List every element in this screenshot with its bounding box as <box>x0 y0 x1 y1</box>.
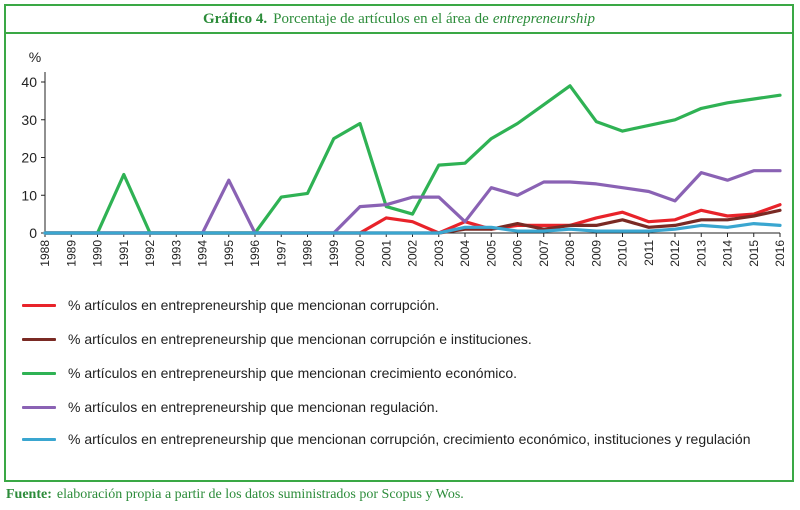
legend-item-2: % artículos en entrepreneurship que menc… <box>22 330 532 349</box>
x-tick-label: 2016 <box>773 240 787 267</box>
legend-item-3: % artículos en entrepreneurship que menc… <box>22 364 517 383</box>
x-tick-label: 2015 <box>747 240 761 267</box>
series-line-4 <box>43 169 782 235</box>
x-tick-label: 2008 <box>563 240 577 267</box>
x-tick-label: 1988 <box>38 240 52 267</box>
legend-swatch <box>22 304 56 307</box>
x-tick-label: 2011 <box>642 240 656 266</box>
y-tick-label: 10 <box>21 187 37 203</box>
chart-header: Gráfico 4. Porcentaje de artículos en el… <box>6 6 792 34</box>
x-tick-label: 2002 <box>406 240 420 267</box>
x-tick-label: 2000 <box>353 240 367 267</box>
source-text: elaboración propia a partir de los datos… <box>56 487 464 502</box>
source-label: Fuente: <box>6 487 52 502</box>
legend-swatch <box>22 372 56 375</box>
series-line-3 <box>43 84 782 235</box>
x-tick-label: 1997 <box>274 240 288 267</box>
x-tick-label: 1993 <box>169 240 183 267</box>
y-tick-label: 0 <box>29 225 37 241</box>
source-note: Fuente: elaboración propia a partir de lo… <box>6 487 464 503</box>
x-tick-label: 1991 <box>117 240 131 267</box>
y-tick-label: 20 <box>21 150 37 166</box>
x-tick-label: 1994 <box>196 240 210 267</box>
x-tick-label: 1996 <box>248 240 262 267</box>
x-tick-label: 2013 <box>694 240 708 267</box>
figure-label: Gráfico 4. <box>202 10 268 27</box>
legend-item-5: % artículos en entrepreneurship que menc… <box>22 430 750 449</box>
x-tick-label: 2012 <box>668 240 682 267</box>
legend-swatch <box>22 438 56 441</box>
legend-label: % artículos en entrepreneurship que menc… <box>68 399 439 415</box>
x-tick-label: 2003 <box>432 240 446 267</box>
x-tick-label: 1999 <box>327 240 341 267</box>
x-tick-label: 2009 <box>589 240 603 267</box>
x-tick-label: 1992 <box>143 240 157 267</box>
x-tick-label: 1990 <box>91 240 105 267</box>
legend-label: % artículos en entrepreneurship que menc… <box>68 365 518 381</box>
line-chart: % 0 10 20 30 40 1988 1989 1990 1991 1992 1993 1994 19… <box>21 49 787 267</box>
figure-title-emphasis: entrepreneurship <box>492 10 596 27</box>
y-axis-label: % <box>29 49 41 65</box>
legend-label: % artículos en entrepreneurship que menc… <box>68 297 440 313</box>
y-tick-label: 40 <box>21 74 37 90</box>
y-tick-label: 30 <box>21 112 37 128</box>
x-tick-label: 2007 <box>537 240 551 267</box>
legend-item-4: % artículos en entrepreneurship que menc… <box>22 398 438 417</box>
x-tick-label: 2006 <box>511 240 525 267</box>
x-tick-label: 2001 <box>379 240 393 267</box>
legend-item-1: % artículos en entrepreneurship que menc… <box>22 296 439 315</box>
x-tick-label: 2004 <box>458 240 472 267</box>
x-tick-label: 1995 <box>222 240 236 267</box>
legend-swatch <box>22 338 56 341</box>
series-line-5 <box>43 222 782 235</box>
legend-label: % artículos en entrepreneurship que menc… <box>68 431 751 447</box>
legend-swatch <box>22 406 56 409</box>
figure-title: Porcentaje de artículos en el área de <box>273 10 489 27</box>
x-tick-label: 1998 <box>301 240 315 267</box>
x-tick-label: 1989 <box>64 240 78 267</box>
x-tick-label: 2005 <box>484 240 498 267</box>
legend-label: % artículos en entrepreneurship que menc… <box>68 331 532 347</box>
x-tick-label: 2014 <box>721 240 735 267</box>
x-tick-label: 2010 <box>616 240 630 267</box>
chart-frame: Gráfico 4. Porcentaje de artículos en el… <box>4 4 794 482</box>
